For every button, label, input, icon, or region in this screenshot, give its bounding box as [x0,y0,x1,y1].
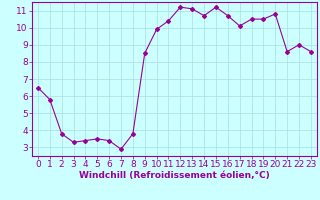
X-axis label: Windchill (Refroidissement éolien,°C): Windchill (Refroidissement éolien,°C) [79,171,270,180]
